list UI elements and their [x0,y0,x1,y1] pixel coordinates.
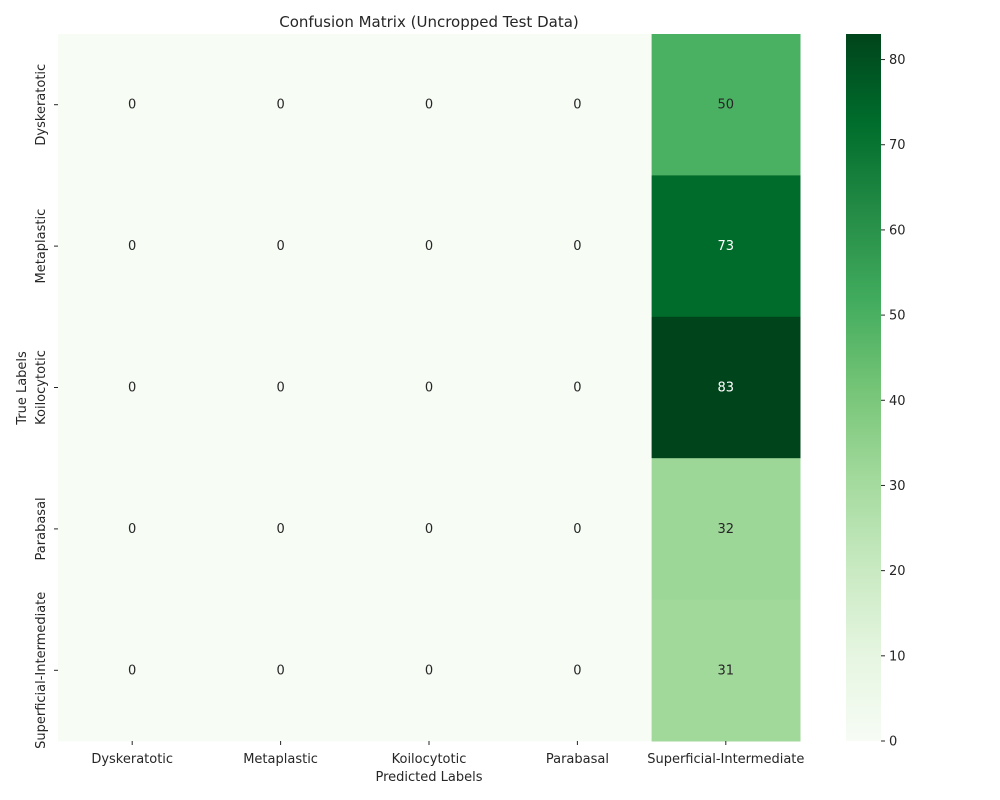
colorbar-tick-label: 70 [889,138,906,153]
heatmap-cell-labels: 0 0 0 0 50 0 0 0 0 73 0 0 0 0 83 0 0 0 0 32 0 0 0 0 31 [128,98,734,679]
y-tick-label: Metaplastic [34,209,49,284]
heatmap-cell [651,175,801,318]
y-axis-label: True Labels [15,351,30,426]
heatmap-cell [651,316,801,459]
cell-value-label: 0 [276,663,284,678]
cell-value-label: 31 [718,663,735,678]
colorbar-tick-label: 0 [889,735,897,750]
heatmap-cell [354,599,504,742]
y-tick-label: Superficial-Intermediate [34,592,49,749]
heatmap-cell [503,458,653,601]
y-tick-label: Koilocytotic [34,350,49,425]
cell-value-label: 0 [276,522,284,537]
heatmap-cell [354,34,504,176]
cell-value-label: 0 [425,663,433,678]
cell-value-label: 0 [425,239,433,254]
colorbar-tick-label: 30 [889,479,906,494]
heatmap-cell [206,599,356,742]
cell-value-label: 0 [573,239,581,254]
y-axis-ticks: Dyskeratotic Metaplastic Koilocytotic Parab… [34,64,58,749]
heatmap-cells [58,34,801,742]
cell-value-label: 0 [573,381,581,396]
colorbar: 0 10 20 30 40 50 60 70 80 [846,34,906,750]
cell-value-label: 32 [718,522,735,537]
heatmap-cell [58,599,207,742]
cell-value-label: 0 [573,522,581,537]
cell-value-label: 0 [425,522,433,537]
cell-value-label: 83 [718,381,735,396]
heatmap-cell [206,175,356,318]
cell-value-label: 0 [276,239,284,254]
chart-title: Confusion Matrix (Uncropped Test Data) [279,13,579,31]
cell-value-label: 0 [425,381,433,396]
cell-value-label: 0 [128,239,136,254]
x-axis-ticks: Dyskeratotic Metaplastic Koilocytotic Parab… [91,741,804,767]
x-tick-label: Metaplastic [243,752,318,767]
cell-value-label: 0 [276,381,284,396]
heatmap-cell [58,34,207,176]
cell-value-label: 73 [718,239,735,254]
heatmap-cell [206,316,356,459]
y-tick-label: Parabasal [34,497,49,560]
x-tick-label: Parabasal [546,752,609,767]
cell-value-label: 0 [128,522,136,537]
cell-value-label: 0 [573,98,581,113]
cell-value-label: 0 [128,381,136,396]
heatmap-cell [503,175,653,318]
x-axis-label: Predicted Labels [375,770,482,785]
x-tick-label: Superficial-Intermediate [647,752,804,767]
heatmap-cell [206,458,356,601]
heatmap-cell [503,316,653,459]
heatmap-cell [651,599,801,742]
heatmap-cell [354,316,504,459]
colorbar-gradient [846,34,881,741]
heatmap-cell [58,316,207,459]
heatmap-cell [206,34,356,176]
colorbar-tick-label: 10 [889,649,906,664]
cell-value-label: 0 [128,98,136,113]
colorbar-tick-label: 50 [889,309,906,324]
colorbar-tick-label: 60 [889,223,906,238]
x-tick-label: Koilocytotic [392,752,467,767]
y-tick-label: Dyskeratotic [34,64,49,146]
x-tick-label: Dyskeratotic [91,752,173,767]
cell-value-label: 0 [573,663,581,678]
colorbar-tick-label: 20 [889,564,906,579]
heatmap-cell [651,458,801,601]
colorbar-tick-label: 80 [889,53,906,68]
heatmap-cell [503,34,653,176]
cell-value-label: 0 [276,98,284,113]
heatmap-cell [651,34,801,176]
cell-value-label: 50 [718,98,735,113]
heatmap-cell [503,599,653,742]
cell-value-label: 0 [425,98,433,113]
heatmap-cell [58,175,207,318]
cell-value-label: 0 [128,663,136,678]
heatmap-cell [354,175,504,318]
heatmap-cell [354,458,504,601]
colorbar-tick-label: 40 [889,394,906,409]
heatmap-cell [58,458,207,601]
